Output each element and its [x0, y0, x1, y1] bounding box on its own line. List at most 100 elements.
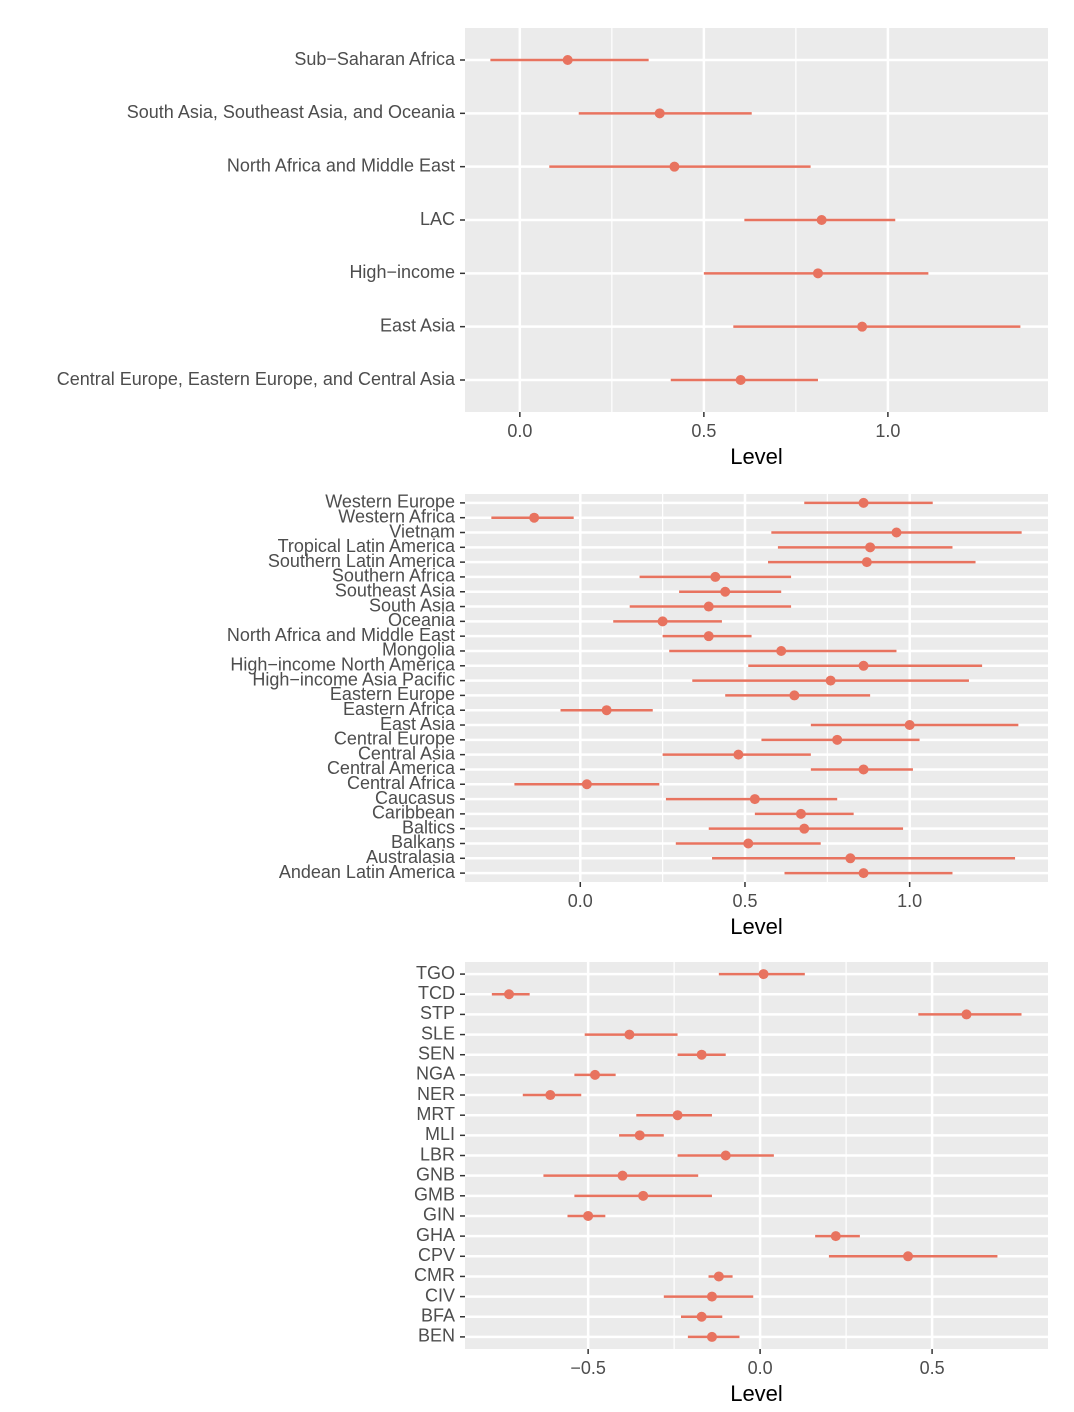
y-tick-label: Tropical Latin America: [278, 536, 456, 556]
y-tick-label: Vietnam: [389, 521, 455, 541]
point: [657, 616, 668, 627]
y-tick-label: Central Europe: [334, 729, 455, 749]
point: [703, 631, 714, 642]
point: [961, 1009, 972, 1020]
y-tick-label: GNB: [416, 1164, 455, 1184]
point: [812, 268, 823, 279]
point: [581, 779, 592, 790]
y-tick-label: Sub−Saharan Africa: [294, 49, 456, 69]
y-tick-label: Southern Africa: [332, 566, 456, 586]
point: [858, 660, 869, 671]
x-tick-label: 0.0: [568, 891, 593, 911]
point: [720, 1150, 731, 1161]
point: [601, 705, 612, 716]
y-tick-label: Central Europe, Eastern Europe, and Cent…: [57, 369, 456, 389]
x-axis-title: Level: [730, 1381, 783, 1406]
point: [858, 764, 869, 775]
point: [799, 823, 810, 834]
y-tick-label: Eastern Africa: [343, 699, 456, 719]
point: [710, 571, 721, 582]
point: [590, 1069, 601, 1080]
x-axis-title: Level: [730, 444, 783, 469]
point: [795, 808, 806, 819]
point: [832, 734, 843, 745]
y-tick-label: GMB: [414, 1185, 455, 1205]
point: [749, 794, 760, 805]
point: [858, 497, 869, 508]
x-tick-label: 0.5: [691, 421, 716, 441]
point: [669, 161, 680, 172]
y-tick-label: East Asia: [380, 315, 456, 335]
point: [733, 749, 744, 760]
y-tick-label: GIN: [423, 1205, 455, 1225]
point: [696, 1049, 707, 1060]
y-tick-label: North Africa and Middle East: [227, 155, 455, 175]
y-tick-label: East Asia: [380, 714, 456, 734]
point: [865, 542, 876, 553]
y-tick-label: MLI: [425, 1124, 455, 1144]
y-tick-label: South Asia, Southeast Asia, and Oceania: [127, 102, 456, 122]
y-tick-label: BFA: [421, 1306, 455, 1326]
y-tick-label: SEN: [418, 1043, 455, 1063]
y-tick-label: Australasia: [366, 847, 456, 867]
y-tick-label: High−income North America: [230, 655, 456, 675]
panel-background: [465, 494, 1048, 882]
x-tick-label: 1.0: [897, 891, 922, 911]
y-tick-label: LAC: [420, 209, 455, 229]
y-tick-label: High−income Asia Pacific: [252, 669, 455, 689]
y-tick-label: Central America: [327, 758, 456, 778]
point: [634, 1130, 645, 1141]
y-tick-label: CIV: [425, 1285, 455, 1305]
y-tick-label: Andean Latin America: [279, 862, 456, 882]
y-tick-label: SLE: [421, 1023, 455, 1043]
point: [706, 1291, 717, 1302]
point: [861, 557, 872, 568]
point: [789, 690, 800, 701]
y-tick-label: Baltics: [402, 817, 455, 837]
y-tick-label: High−income: [349, 262, 455, 282]
point: [583, 1210, 594, 1221]
y-tick-label: Central Africa: [347, 773, 456, 793]
point: [903, 1251, 914, 1262]
x-tick-label: 0.5: [920, 1358, 945, 1378]
y-tick-label: Caucasus: [375, 788, 455, 808]
point: [696, 1311, 707, 1322]
x-tick-label: 0.0: [748, 1358, 773, 1378]
y-tick-label: TCD: [418, 983, 455, 1003]
point: [735, 375, 746, 385]
point: [758, 969, 769, 980]
point: [638, 1190, 649, 1201]
y-tick-label: Balkans: [391, 832, 455, 852]
y-tick-label: Mongolia: [382, 640, 456, 660]
point: [617, 1170, 628, 1181]
y-tick-label: GHA: [416, 1225, 455, 1245]
point: [624, 1029, 635, 1040]
point: [703, 601, 714, 612]
x-tick-label: 0.0: [507, 421, 532, 441]
y-tick-label: TGO: [416, 963, 455, 983]
y-tick-label: Southeast Asia: [335, 580, 456, 600]
y-tick-label: Western Europe: [325, 492, 455, 512]
point: [743, 838, 754, 849]
y-tick-label: Central Asia: [358, 743, 456, 763]
point: [654, 108, 665, 119]
y-tick-label: BEN: [418, 1326, 455, 1346]
point: [776, 645, 787, 656]
y-tick-label: Oceania: [388, 610, 456, 630]
x-tick-label: 0.5: [732, 891, 757, 911]
y-tick-label: CPV: [418, 1245, 455, 1265]
point: [904, 720, 915, 731]
point: [825, 675, 836, 686]
point: [713, 1271, 724, 1282]
point: [706, 1331, 717, 1342]
y-tick-label: Caribbean: [372, 803, 455, 823]
y-tick-label: NER: [417, 1084, 455, 1104]
point: [720, 586, 731, 597]
point: [562, 55, 573, 65]
y-tick-label: South Asia: [369, 595, 456, 615]
y-tick-label: LBR: [420, 1144, 455, 1164]
point: [830, 1231, 841, 1242]
y-tick-label: MRT: [416, 1104, 455, 1124]
point: [529, 512, 540, 523]
